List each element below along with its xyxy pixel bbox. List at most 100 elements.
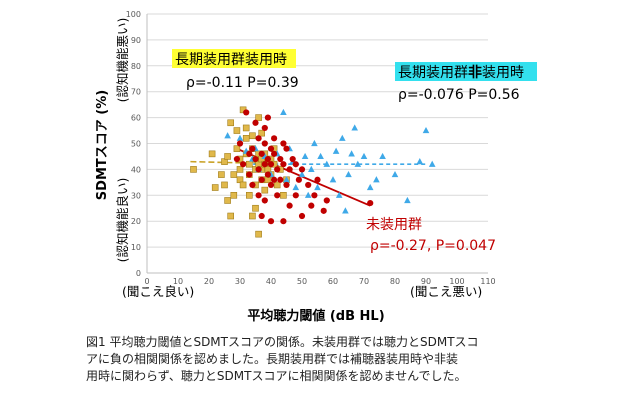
aided-point [255, 230, 262, 238]
unaided-point [277, 176, 284, 183]
caption-line-3: 用時に関わらず、聴力とSDMTスコアに相関関係を認めませんでした。 [86, 369, 467, 383]
unaided-point [255, 135, 262, 142]
y-tick-label: 100 [126, 10, 141, 19]
unaided-point [264, 114, 271, 121]
aided-point [230, 171, 238, 178]
y-tick-label: 0 [136, 269, 141, 278]
unaided-point [314, 176, 321, 183]
nonaided-label-part-b: 非 [468, 64, 482, 81]
aided-point [252, 204, 259, 212]
nonaided-label-part-a: 長期装用群 [398, 65, 468, 81]
unaided-point [258, 176, 265, 183]
x-tick-label: 100 [449, 277, 464, 286]
non-aided-point [308, 165, 315, 172]
unaided-point [286, 202, 293, 209]
unaided-point [311, 192, 318, 199]
unaided-point [267, 181, 275, 189]
caption-line-2: アに負の相関関係を認めました。長期装用群では補聴器装用時や非装 [86, 352, 459, 366]
x-axis-title: 平均聴力閾値 (dB HL) [247, 308, 384, 324]
y-tick-label: 40 [131, 165, 141, 174]
non-aided-point [304, 191, 312, 198]
gridlines [146, 13, 488, 274]
aided-point [280, 192, 287, 199]
y-tick-label: 20 [131, 217, 141, 226]
unaided-point [274, 192, 281, 199]
unaided-point [280, 161, 287, 168]
aided-stats: ρ=-0.11 P=0.39 [186, 75, 299, 91]
x-tick-label: 110 [480, 277, 495, 286]
unaided-point [274, 166, 281, 173]
non-aided-point [332, 147, 340, 154]
non-aided-point [314, 183, 321, 191]
non-aided-point [236, 134, 244, 141]
non-aided-point [354, 160, 362, 167]
x-tick-label: 30 [235, 277, 245, 286]
unaided-point [261, 124, 268, 132]
x-tick-labels: 0 10 20 30 40 50 60 70 80 90 100 110 [144, 277, 495, 286]
caption-line-1: 図1 平均聴力閾値とSDMTスコアの関係。未装用群では聴力とSDMTスコ [86, 335, 479, 349]
non-aided-point [301, 152, 309, 160]
unaided-point [240, 161, 247, 168]
aided-point [224, 153, 231, 160]
non-aided-point [280, 108, 287, 116]
unaided-point [243, 109, 250, 116]
unaided-point [236, 140, 244, 147]
non-aided-point [404, 196, 411, 204]
unaided-point [280, 218, 287, 225]
non-aided-point [329, 176, 337, 183]
aided-point [258, 129, 266, 137]
aided-point [233, 127, 241, 134]
aided-point [246, 160, 253, 168]
x-tick-label: 50 [297, 277, 307, 286]
non-aided-point [348, 150, 355, 157]
unaided-point [295, 176, 302, 183]
x-note-right: (聞こえ悪い) [410, 284, 482, 299]
aided-point [190, 166, 197, 173]
aided-point [249, 212, 256, 220]
non-aided-point [342, 207, 349, 214]
nonaided-stats: ρ=-0.076 P=0.56 [398, 87, 520, 103]
unaided-point [249, 145, 256, 152]
y-note-bottom: (認知機能良い) [115, 178, 130, 263]
non-aided-point [360, 152, 368, 160]
nonaided-label-highlight [395, 62, 537, 81]
unaided-point [258, 150, 265, 157]
y-tick-label: 80 [131, 62, 141, 71]
non-aided-point [311, 139, 318, 147]
x-tick-label: 20 [204, 277, 214, 286]
y-note-top: (認知機能悪い) [115, 18, 130, 103]
unaided-point [261, 161, 268, 168]
x-tick-label: 90 [421, 277, 431, 286]
aided-point [273, 181, 281, 189]
non-aided-point [339, 134, 346, 141]
unaided-point [246, 171, 253, 178]
x-tick-label: 60 [328, 277, 338, 286]
aided-point [236, 166, 244, 173]
non-aided-point [317, 152, 324, 160]
unaided-stats: ρ=-0.27, P=0.047 [370, 238, 496, 254]
unaided-point [271, 135, 278, 142]
aided-point [218, 171, 225, 178]
aided-point [208, 150, 216, 158]
unaided-point [249, 181, 256, 189]
non-aided-point [298, 170, 306, 178]
unaided-point [255, 166, 262, 173]
figure-caption: 図1 平均聴力閾値とSDMTスコアの関係。未装用群では聴力とSDMTスコ アに負… [86, 334, 606, 385]
non-aided-point [292, 183, 300, 191]
non-aided-point [366, 183, 374, 191]
y-tick-label: 30 [131, 191, 141, 200]
aided-point [224, 197, 231, 204]
unaided-point [252, 119, 259, 126]
unaided-point [233, 155, 240, 163]
unaided-point [271, 176, 278, 183]
aided-group-label: 長期装用群装用時 [175, 52, 287, 68]
unaided-point [305, 181, 312, 189]
aided-point [227, 212, 234, 220]
unaided-point [258, 212, 265, 220]
unaided-point [261, 197, 268, 204]
non-aided-point [428, 160, 436, 167]
aided-point [246, 192, 253, 199]
x-tick-label: 0 [144, 277, 149, 286]
x-tick-label: 40 [266, 277, 276, 286]
